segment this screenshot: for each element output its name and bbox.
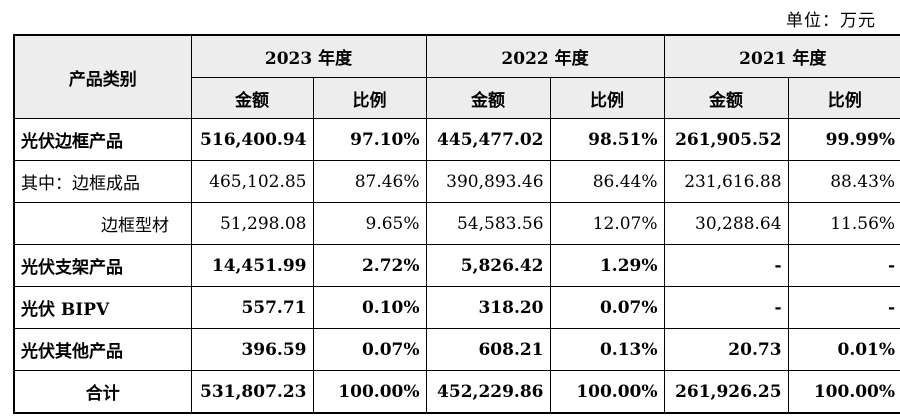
- cell-amount-2021: 261,926.25: [663, 370, 789, 414]
- row-label: 光伏其他产品: [13, 328, 192, 371]
- cell-ratio-2023: 0.10%: [312, 286, 427, 329]
- header-ratio: 比例: [787, 77, 900, 119]
- header-row-metrics: 金额 比例 金额 比例 金额 比例: [14, 77, 900, 119]
- cell-amount-2022: 5,826.42: [425, 244, 551, 287]
- cell-ratio-2023: 0.07%: [312, 328, 427, 371]
- cell-ratio-2023: 100.00%: [312, 370, 427, 414]
- cell-ratio-2021: 99.99%: [787, 118, 900, 161]
- cell-ratio-2021: -: [787, 286, 900, 329]
- header-ratio: 比例: [549, 77, 665, 119]
- cell-amount-2021: 261,905.52: [663, 118, 789, 161]
- table-row: 光伏其他产品 396.59 0.07% 608.21 0.13% 20.73 0.01%: [13, 328, 900, 371]
- cell-ratio-2023: 2.72%: [312, 244, 427, 287]
- cell-ratio-2021: 88.43%: [787, 160, 900, 203]
- cell-ratio-2022: 98.51%: [549, 118, 665, 161]
- cell-ratio-2022: 100.00%: [549, 370, 665, 414]
- cell-ratio-2022: 86.44%: [549, 160, 665, 203]
- cell-ratio-2022: 0.07%: [549, 286, 665, 329]
- row-label: 光伏 BIPV: [13, 286, 192, 329]
- cell-ratio-2021: 0.01%: [787, 328, 900, 371]
- header-amount: 金额: [663, 77, 789, 119]
- cell-amount-2022: 452,229.86: [425, 370, 551, 414]
- row-label: 合计: [13, 370, 192, 414]
- row-label: 光伏支架产品: [13, 244, 192, 287]
- cell-ratio-2023: 9.65%: [312, 202, 427, 245]
- row-label: 光伏边框产品: [13, 118, 192, 161]
- cell-amount-2021: -: [663, 286, 789, 329]
- revenue-table: 产品类别 2023 年度 2022 年度 2021 年度 金额 比例 金额 比例…: [13, 34, 900, 414]
- cell-ratio-2023: 87.46%: [312, 160, 427, 203]
- cell-amount-2022: 318.20: [425, 286, 551, 329]
- cell-ratio-2022: 0.13%: [549, 328, 665, 371]
- cell-ratio-2021: -: [787, 244, 900, 287]
- cell-ratio-2023: 97.10%: [312, 118, 427, 161]
- cell-amount-2023: 14,451.99: [190, 244, 314, 287]
- cell-amount-2022: 390,893.46: [425, 160, 551, 203]
- cell-ratio-2022: 12.07%: [549, 202, 665, 245]
- header-category: 产品类别: [13, 34, 192, 119]
- cell-amount-2022: 445,477.02: [425, 118, 551, 161]
- cell-amount-2021: 231,616.88: [663, 160, 789, 203]
- header-amount: 金额: [190, 77, 314, 119]
- cell-amount-2021: 20.73: [663, 328, 789, 371]
- table-row: 光伏支架产品 14,451.99 2.72% 5,826.42 1.29% - -: [13, 244, 900, 287]
- table-row: 边框型材 51,298.08 9.65% 54,583.56 12.07% 30,288.…: [13, 202, 900, 245]
- header-amount: 金额: [425, 77, 551, 119]
- table-row: 光伏边框产品 516,400.94 97.10% 445,477.02 98.51% 26…: [13, 118, 900, 161]
- cell-ratio-2021: 100.00%: [787, 370, 900, 414]
- header-year-2023: 2023 年度: [190, 34, 427, 78]
- header-row-years: 产品类别 2023 年度 2022 年度 2021 年度: [13, 34, 900, 119]
- cell-amount-2022: 608.21: [425, 328, 551, 371]
- cell-amount-2021: 30,288.64: [663, 202, 789, 245]
- unit-label: 单位：万元: [786, 11, 876, 31]
- table-row: 合计 531,807.23 100.00% 452,229.86 100.00% 261,…: [13, 370, 900, 414]
- table-row: 其中：边框成品 465,102.85 87.46% 390,893.46 86.44% 2…: [13, 160, 900, 203]
- cell-ratio-2022: 1.29%: [549, 244, 665, 287]
- table-row: 光伏 BIPV 557.71 0.10% 318.20 0.07% - -: [13, 286, 900, 329]
- cell-ratio-2021: 11.56%: [787, 202, 900, 245]
- header-year-2022: 2022 年度: [425, 34, 665, 78]
- row-label: 其中：边框成品: [13, 160, 192, 203]
- cell-amount-2023: 516,400.94: [190, 118, 314, 161]
- cell-amount-2023: 465,102.85: [190, 160, 314, 203]
- cell-amount-2022: 54,583.56: [425, 202, 551, 245]
- header-ratio: 比例: [312, 77, 427, 119]
- cell-amount-2023: 531,807.23: [190, 370, 314, 414]
- cell-amount-2021: -: [663, 244, 789, 287]
- cell-amount-2023: 557.71: [190, 286, 314, 329]
- header-year-2021: 2021 年度: [663, 34, 900, 78]
- row-label: 边框型材: [13, 202, 192, 245]
- cell-amount-2023: 51,298.08: [190, 202, 314, 245]
- cell-amount-2023: 396.59: [190, 328, 314, 371]
